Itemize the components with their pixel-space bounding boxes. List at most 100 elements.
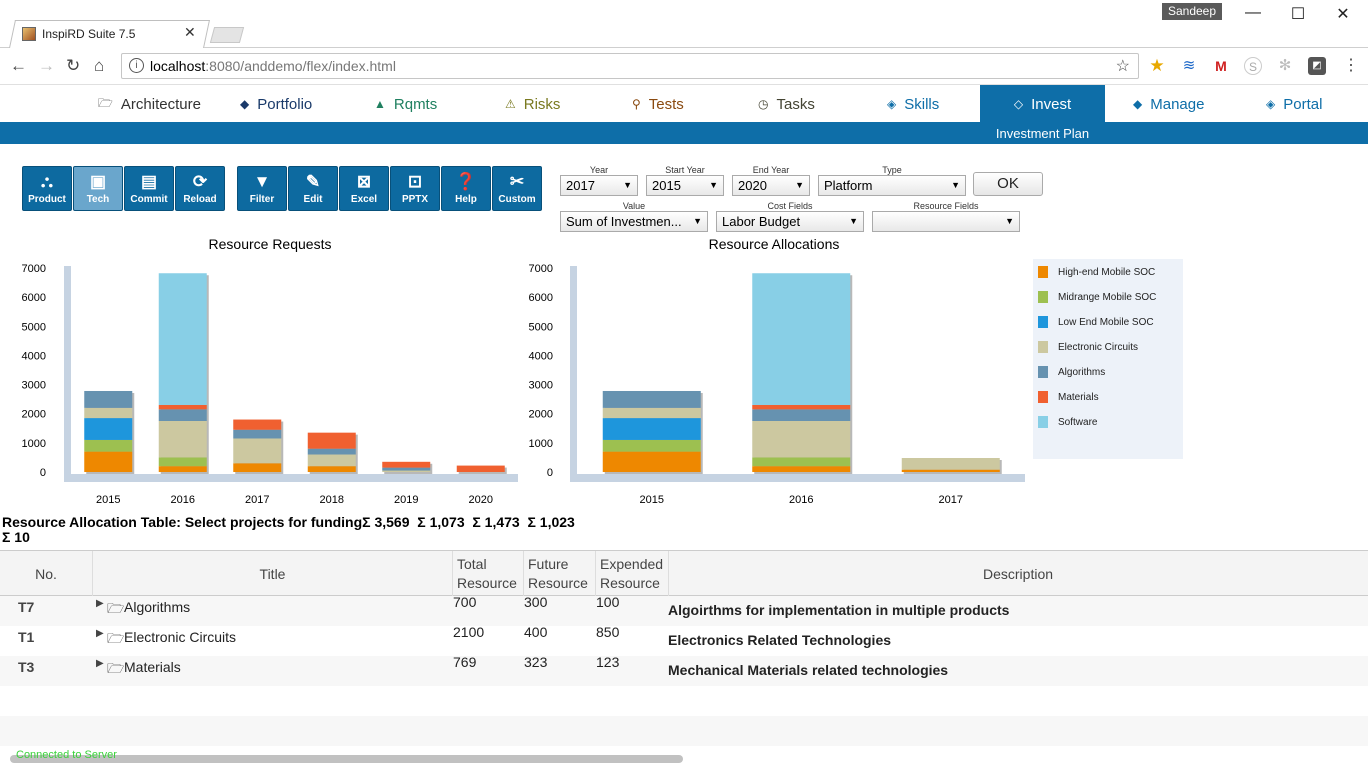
table-row[interactable]: T3 ▶ 🗁 Materials 769 323 123 Mechanical … [0, 654, 1368, 686]
nav-manage[interactable]: ◆ Manage [1133, 85, 1204, 123]
x-tick-label: 2017 [939, 494, 963, 506]
type-select[interactable]: Platform ▼ [818, 175, 966, 196]
close-window-icon[interactable]: ✕ [1336, 6, 1350, 23]
extension-mail-icon[interactable]: M [1215, 58, 1227, 74]
year-select[interactable]: 2017 ▼ [560, 175, 638, 196]
row-title: Algorithms [124, 599, 191, 615]
chart-title-requests: Resource Requests [208, 236, 332, 252]
extension-box-icon[interactable]: ◩ [1308, 57, 1326, 75]
ok-button[interactable]: OK [973, 172, 1043, 196]
legend-swatch [1038, 341, 1048, 353]
expand-arrow-icon[interactable]: ▶ [96, 628, 104, 639]
y-tick-label: 7000 [529, 263, 553, 275]
legend-label: Algorithms [1058, 366, 1106, 378]
tech-button[interactable]: ▣ Tech [73, 166, 123, 211]
browser-tab-content[interactable]: InspiRD Suite 7.5 [22, 22, 202, 46]
col-expended[interactable]: Expended Resource [596, 551, 669, 596]
bar-segment [233, 429, 282, 439]
bookmark-star-icon[interactable]: ☆ [1115, 58, 1130, 75]
row-no: T7 [18, 599, 35, 615]
button-label: Custom [498, 194, 536, 205]
resource-fields-select[interactable]: ▼ [872, 211, 1020, 232]
button-label: PPTX [401, 194, 429, 205]
nav-rqmts[interactable]: ▲ Rqmts [374, 85, 437, 123]
horizontal-scrollbar[interactable] [10, 755, 683, 763]
year-value: 2017 [566, 178, 595, 193]
user-badge[interactable]: Sandeep [1162, 3, 1222, 20]
start-year-select[interactable]: 2015 ▼ [646, 175, 724, 196]
start-year-label: Start Year [665, 165, 705, 175]
table-row[interactable]: T1 ▶ 🗁 Electronic Circuits 2100 400 850 … [0, 624, 1368, 656]
browser-menu-icon[interactable]: ⋮ [1343, 57, 1359, 74]
bar-segment [752, 466, 851, 472]
maximize-icon[interactable]: ☐ [1290, 6, 1306, 23]
nav-tests[interactable]: ⚲ Tests [632, 85, 684, 123]
commit-button[interactable]: ▤ Commit [124, 166, 174, 211]
product-button[interactable]: ⛬ Product [22, 166, 72, 211]
nav-risks[interactable]: ⚠ Risks [505, 85, 560, 123]
col-description[interactable]: Description [982, 565, 1054, 582]
nav-portal[interactable]: ◈ Portal [1266, 85, 1322, 123]
forward-icon[interactable]: → [38, 56, 55, 75]
reload-button[interactable]: ⟳ Reload [175, 166, 225, 211]
nav-skills[interactable]: ◈ Skills [887, 85, 939, 123]
folder-icon: 🗁 [98, 95, 113, 110]
excel-button[interactable]: ⊠ Excel [339, 166, 389, 211]
col-total[interactable]: Total Resource [453, 551, 524, 596]
nav-architecture[interactable]: 🗁 Architecture [98, 85, 201, 123]
reload-page-icon[interactable]: ↻ [66, 56, 81, 75]
url-input[interactable]: i localhost:8080/anddemo/flex/index.html… [121, 53, 1139, 79]
sum-extra: Σ 1,023 [527, 514, 575, 530]
y-tick-label: 5000 [22, 321, 46, 333]
save-icon: ▤ [140, 172, 158, 191]
bar-segment [84, 451, 133, 472]
x-tick-label: 2015 [96, 494, 120, 506]
home-icon[interactable]: ⌂ [94, 56, 105, 75]
chevron-down-icon: ▼ [951, 180, 960, 190]
legend-item: Materials [1038, 391, 1099, 403]
connection-status: Connected to Server [16, 749, 117, 761]
col-future[interactable]: Future Resource [524, 551, 596, 596]
nav-invest[interactable]: ◇ Invest [980, 85, 1105, 123]
extension-gear-icon[interactable]: ✻ [1278, 57, 1292, 74]
nav-portfolio[interactable]: ◆ Portfolio [240, 85, 312, 123]
expand-arrow-icon[interactable]: ▶ [96, 658, 104, 669]
x-tick-label: 2019 [394, 494, 418, 506]
back-icon[interactable]: ← [10, 56, 27, 75]
tab-close-icon[interactable]: ✕ [184, 24, 196, 40]
bar-segment [752, 421, 851, 458]
edit-button[interactable]: ✎ Edit [288, 166, 338, 211]
bar-segment [752, 273, 851, 405]
row-future: 323 [524, 654, 548, 670]
table-header: No. Title Total Resource Future Resource… [0, 550, 1368, 596]
y-tick-label: 0 [547, 467, 553, 479]
col-title[interactable]: Title [93, 551, 453, 596]
row-future: 400 [524, 624, 548, 640]
value-select[interactable]: Sum of Investmen... ▼ [560, 211, 708, 232]
bar-segment [307, 432, 356, 449]
extension-stack-icon[interactable]: ≋ [1182, 57, 1196, 74]
minimize-icon[interactable]: — [1245, 4, 1261, 21]
filter-button[interactable]: ▼ Filter [237, 166, 287, 211]
extension-skype-icon[interactable]: S [1244, 57, 1262, 75]
y-tick-label: 6000 [22, 292, 46, 304]
end-year-select[interactable]: 2020 ▼ [732, 175, 810, 196]
row-total: 700 [453, 594, 477, 610]
table-row[interactable]: T7 ▶ 🗁 Algorithms 700 300 100 Algoirthms… [0, 594, 1368, 626]
col-no[interactable]: No. [0, 551, 93, 596]
new-tab-button[interactable] [209, 27, 245, 43]
x-tick-label: 2020 [469, 494, 493, 506]
info-icon[interactable]: i [129, 58, 144, 73]
extension-star-icon[interactable]: ★ [1149, 56, 1165, 75]
help-button[interactable]: ❓ Help [441, 166, 491, 211]
y-tick-label: 7000 [22, 263, 46, 275]
cost-fields-select[interactable]: Labor Budget ▼ [716, 211, 864, 232]
nav-tasks[interactable]: ◷ Tasks [758, 85, 815, 123]
pptx-button[interactable]: ⊡ PPTX [390, 166, 440, 211]
nav-label: Risks [523, 95, 561, 113]
row-expended: 123 [596, 654, 620, 670]
bar-segment [901, 469, 1000, 472]
expand-arrow-icon[interactable]: ▶ [96, 598, 104, 609]
value-label: Value [622, 201, 646, 211]
custom-button[interactable]: ✂ Custom [492, 166, 542, 211]
